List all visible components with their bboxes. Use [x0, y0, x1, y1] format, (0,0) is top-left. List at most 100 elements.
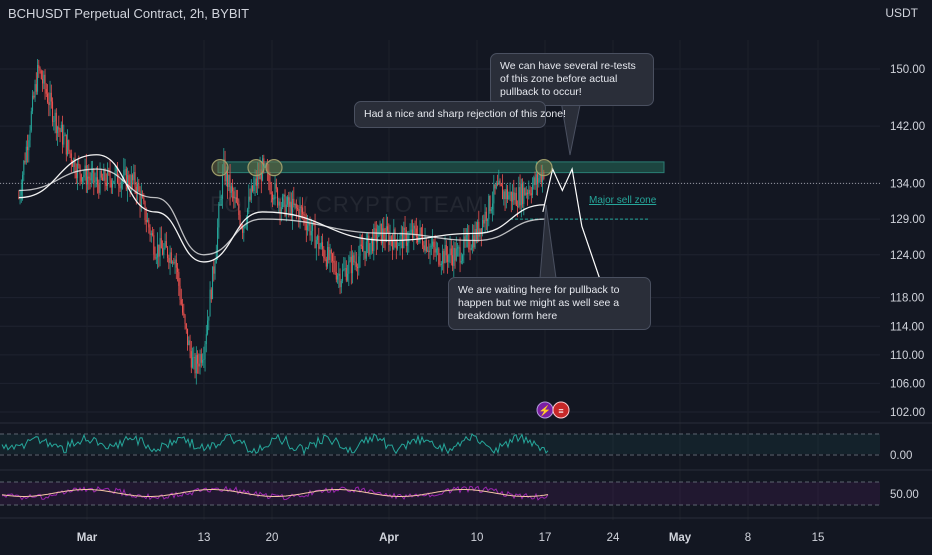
candle-body: [55, 112, 57, 134]
candle-body: [43, 74, 45, 84]
note-retests[interactable]: We can have several re-tests of this zon…: [490, 53, 654, 106]
note-rejection[interactable]: Had a nice and sharp rejection of this z…: [354, 101, 566, 128]
candle-body: [305, 223, 307, 231]
candle-body: [480, 228, 482, 234]
candle-body: [87, 176, 89, 185]
candle-body: [434, 247, 436, 253]
candle-body: [162, 248, 164, 255]
x-tick-label: 15: [812, 532, 825, 544]
candle-body: [232, 186, 234, 192]
x-tick-label: 17: [539, 532, 552, 544]
candle-body: [85, 165, 87, 185]
candle-body: [188, 340, 190, 345]
candle-body: [542, 171, 544, 183]
candle-body: [200, 354, 202, 363]
candle-body: [343, 269, 345, 271]
candle-body: [482, 220, 484, 234]
candle-body: [448, 255, 450, 262]
candle-body: [30, 111, 32, 131]
candle-body: [439, 264, 441, 266]
x-tick-label: 8: [745, 532, 751, 544]
candle-body: [527, 192, 529, 195]
candle-body: [28, 140, 30, 151]
candle-body: [223, 159, 225, 172]
candle-body: [327, 247, 329, 267]
candle-body: [525, 192, 527, 196]
candle-body: [115, 167, 117, 172]
candle-body: [518, 187, 520, 207]
candle-body: [505, 189, 507, 200]
candle-body: [20, 190, 22, 196]
candle-body: [202, 360, 204, 363]
candle-body: [53, 121, 55, 122]
candle-body: [92, 169, 94, 173]
candle-body: [150, 233, 152, 236]
candle-body: [282, 196, 284, 208]
candle-body: [178, 271, 180, 286]
x-tick-label: 10: [471, 532, 484, 544]
candle-body: [193, 356, 195, 358]
candle-body: [513, 192, 515, 201]
candle-body: [442, 251, 444, 264]
candle-body: [539, 173, 541, 179]
candle-body: [509, 191, 511, 196]
candle-body: [89, 178, 91, 181]
candle-body: [507, 189, 509, 200]
candle-body: [152, 233, 154, 236]
candle-body: [523, 188, 525, 204]
candle-body: [297, 208, 299, 210]
candle-body: [240, 225, 242, 228]
candle-body: [538, 178, 540, 183]
candle-body: [515, 192, 517, 206]
candle-body: [218, 205, 220, 228]
candle-body: [362, 246, 364, 252]
chart-title: BCHUSDT Perpetual Contract, 2h, BYBIT: [8, 6, 250, 21]
candle-body: [222, 171, 224, 199]
candle-body: [325, 259, 327, 267]
candle-body: [433, 241, 435, 248]
candle-body: [257, 173, 259, 186]
candle-body: [323, 249, 325, 259]
candle-body: [73, 158, 75, 168]
candle-body: [307, 225, 309, 231]
candle-body: [449, 248, 451, 256]
candle-body: [429, 246, 431, 253]
candle-body: [357, 266, 359, 269]
candle-body: [177, 267, 179, 272]
candle-body: [165, 240, 167, 248]
candle-body: [498, 180, 500, 185]
candle-body: [234, 197, 236, 199]
candle-body: [469, 249, 471, 250]
y-tick-label: 102.00: [890, 407, 925, 419]
candle-body: [219, 199, 221, 206]
candle-body: [253, 184, 255, 192]
candle-body: [372, 237, 374, 252]
candle-body: [217, 227, 219, 252]
candle-body: [205, 334, 207, 345]
candle-body: [430, 245, 432, 247]
candle-body: [233, 191, 235, 199]
candle-body: [414, 225, 416, 229]
candle-body: [67, 140, 69, 155]
candle-body: [197, 355, 199, 364]
candle-body: [208, 316, 210, 321]
candle-body: [288, 197, 290, 208]
markers: ⚡ ≡: [211, 159, 570, 419]
candle-body: [294, 203, 296, 206]
candle-body: [494, 184, 496, 189]
candle-body: [273, 198, 275, 200]
candle-body: [483, 220, 485, 224]
candle-body: [79, 165, 81, 175]
candle-body: [418, 234, 420, 242]
candle-body: [40, 70, 42, 79]
candle-body: [479, 228, 481, 237]
osc2-band: [0, 482, 880, 505]
candle-body: [128, 175, 130, 186]
candle-body: [375, 228, 377, 243]
note-pullback[interactable]: We are waiting here for pullback to happ…: [448, 277, 651, 330]
osc1-tick: 0.00: [890, 450, 912, 462]
candle-body: [455, 248, 457, 261]
candle-body: [60, 124, 62, 132]
